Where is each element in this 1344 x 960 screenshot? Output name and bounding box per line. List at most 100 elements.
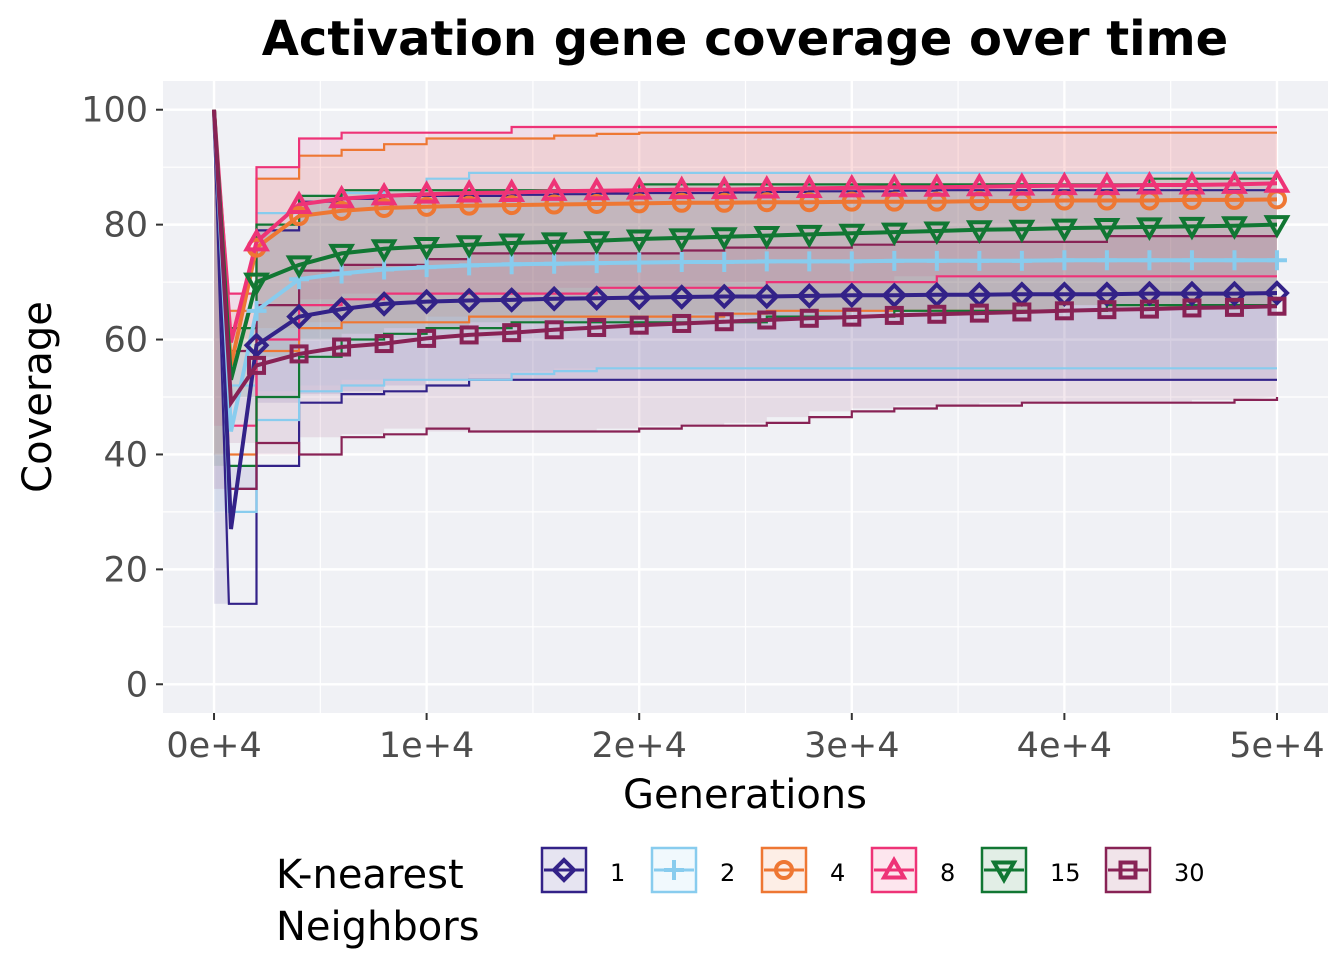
data-point-2 — [544, 253, 565, 274]
data-point-2 — [841, 251, 862, 272]
ci-lower-line-30 — [212, 109, 1279, 490]
data-point-8 — [838, 173, 866, 198]
x-tick-label: 0e+4 — [166, 726, 261, 766]
minor-gridlines — [163, 81, 1328, 713]
data-point-1 — [371, 291, 397, 317]
data-point-30 — [459, 325, 479, 345]
legend-key-marker-1 — [551, 857, 577, 883]
data-point-15 — [1263, 215, 1291, 239]
data-point-8 — [1178, 170, 1206, 195]
mean-line-30 — [212, 109, 1278, 409]
data-point-2 — [246, 300, 267, 321]
data-point-1 — [286, 303, 312, 330]
data-point-4 — [289, 206, 310, 227]
data-point-2 — [671, 251, 692, 272]
x-tick-label: 3e+4 — [804, 726, 899, 766]
data-point-1 — [583, 285, 610, 312]
data-point-8 — [498, 178, 526, 202]
data-point-15 — [583, 231, 611, 255]
data-point-2 — [756, 251, 777, 272]
data-point-2 — [1224, 250, 1245, 271]
data-point-30 — [757, 310, 777, 330]
data-point-15 — [1221, 216, 1248, 240]
data-point-8 — [753, 174, 781, 199]
legend-label-2: 2 — [720, 859, 735, 887]
y-axis-title: Coverage — [15, 301, 61, 493]
series-markers — [243, 169, 1291, 375]
legend-item-2: 2 — [650, 846, 735, 894]
data-point-4 — [374, 197, 395, 218]
data-point-1 — [541, 285, 567, 312]
data-point-30 — [969, 303, 989, 323]
legend-item-30: 30 — [1104, 846, 1205, 894]
data-point-8 — [795, 174, 823, 198]
legend-key-marker-30 — [1118, 860, 1138, 880]
ci-upper-line-8 — [212, 109, 1277, 295]
x-tick-label: 4e+4 — [1017, 726, 1112, 766]
x-tick-label: 1e+4 — [379, 726, 474, 766]
data-point-2 — [629, 252, 650, 273]
data-point-1 — [924, 281, 950, 308]
data-point-2 — [926, 250, 947, 271]
data-point-2 — [1266, 250, 1287, 271]
legend-item-8: 8 — [870, 846, 955, 894]
data-point-30 — [1182, 298, 1202, 318]
data-point-30 — [884, 305, 904, 325]
data-point-15 — [1008, 219, 1036, 244]
data-point-30 — [629, 315, 649, 335]
data-point-15 — [795, 224, 823, 249]
x-axis-ticks: 0e+4 1e+4 2e+4 3e+4 4e+4 5e+4 — [166, 713, 1325, 766]
data-point-8 — [1093, 171, 1121, 196]
legend-label-30: 30 — [1174, 859, 1205, 887]
data-point-1 — [1221, 280, 1248, 307]
data-point-15 — [1050, 218, 1078, 243]
legend-key-marker-8 — [880, 855, 908, 880]
legend-title-line-2: Neighbors — [276, 904, 480, 950]
data-point-30 — [289, 344, 309, 364]
legend-label-8: 8 — [940, 859, 955, 887]
data-point-30 — [1097, 300, 1117, 320]
data-point-4 — [459, 195, 480, 216]
y-tick-label: 20 — [103, 550, 148, 590]
data-point-2 — [1054, 250, 1075, 271]
data-point-4 — [416, 196, 437, 217]
data-point-30 — [1224, 297, 1244, 317]
legend-label-4: 4 — [830, 859, 845, 887]
data-point-8 — [1008, 172, 1036, 196]
legend-label-15: 15 — [1050, 859, 1081, 887]
y-tick-label: 0 — [126, 665, 148, 705]
data-point-2 — [1011, 250, 1032, 271]
data-point-30 — [1012, 302, 1032, 322]
data-point-30 — [502, 323, 522, 343]
data-point-1 — [711, 283, 738, 310]
data-point-15 — [328, 243, 356, 268]
data-point-8 — [1050, 171, 1078, 196]
legend-key-marker-2 — [664, 860, 684, 880]
legend-item-1: 1 — [540, 846, 625, 894]
y-tick-label: 60 — [103, 321, 148, 361]
data-point-8 — [625, 176, 653, 200]
x-tick-label: 5e+4 — [1229, 726, 1324, 766]
data-point-8 — [965, 172, 993, 197]
data-point-1 — [456, 287, 482, 314]
legend-title-line-1: K-nearest — [276, 852, 464, 898]
data-point-30 — [672, 313, 692, 333]
data-point-8 — [328, 184, 356, 209]
data-point-1 — [668, 284, 695, 310]
mean-line-1 — [212, 109, 1278, 530]
data-point-30 — [1054, 301, 1074, 321]
data-point-30 — [1139, 299, 1159, 319]
data-point-15 — [710, 227, 738, 251]
data-point-15 — [413, 236, 441, 261]
data-point-8 — [1263, 169, 1291, 193]
data-point-15 — [1093, 218, 1121, 242]
x-tick-label: 2e+4 — [592, 726, 687, 766]
data-point-30 — [544, 320, 564, 340]
data-point-2 — [884, 250, 905, 271]
data-point-1 — [626, 284, 653, 311]
data-point-2 — [501, 254, 522, 275]
data-point-30 — [374, 334, 394, 354]
legend-label-1: 1 — [610, 859, 625, 887]
ci-band-1 — [214, 109, 1277, 604]
ci-lower-line-2 — [212, 109, 1277, 513]
